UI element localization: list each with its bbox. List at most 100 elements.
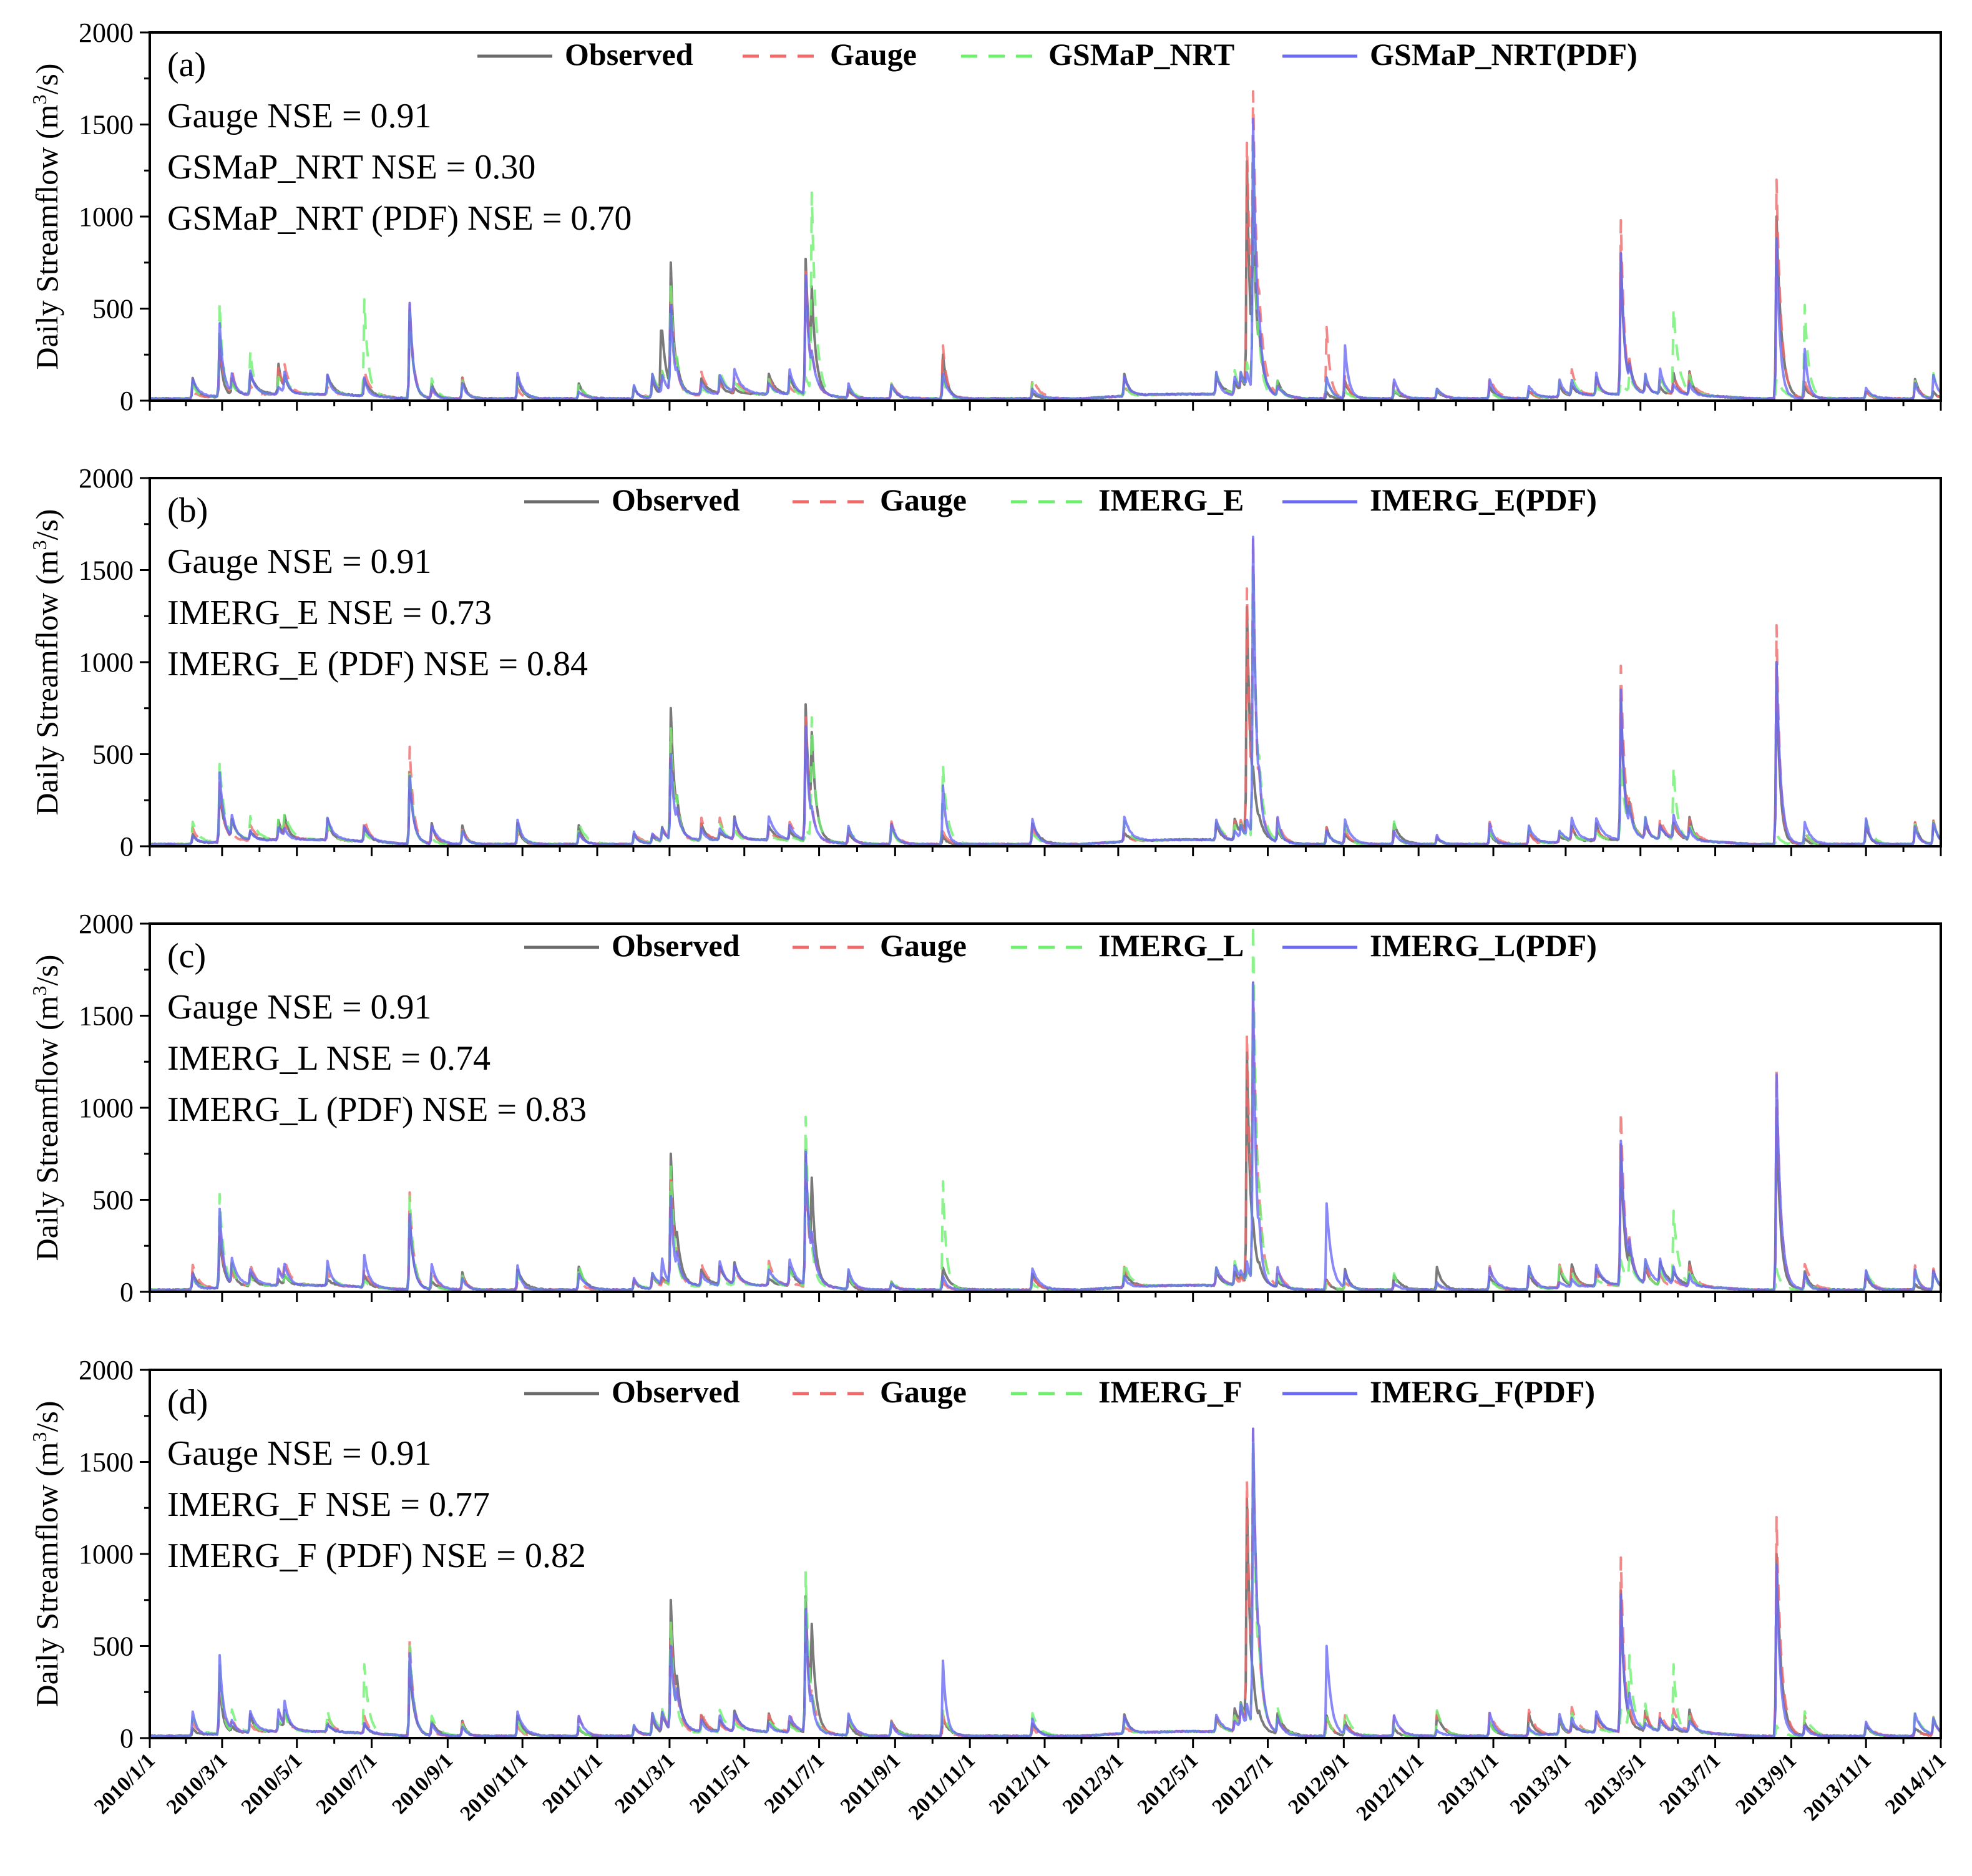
y-tick-label: 1500 (79, 110, 134, 140)
y-tick-label: 1000 (79, 1539, 134, 1570)
legend-entry-label: Gauge (880, 928, 967, 963)
y-tick-label: 500 (92, 294, 134, 325)
nse-annotation: Gauge NSE = 0.91 (167, 542, 432, 581)
x-tick-label: 2010/3/1 (162, 1749, 232, 1819)
legend-entry-label: Observed (612, 928, 740, 963)
series-group (150, 90, 1941, 401)
x-tick-label: 2013/7/1 (1656, 1749, 1726, 1819)
panel-c: 0 500 1000 1500 2000 Daily Streamflow (m3/s) (… (28, 909, 1942, 1307)
y-tick-label: 0 (120, 386, 134, 416)
panel-label: (c) (167, 937, 206, 975)
y-axis-title: Daily Streamflow (m3/s) (28, 1401, 64, 1707)
legend-entry-label: IMERG_F(PDF) (1370, 1374, 1595, 1409)
x-tick-label: 2011/11/1 (904, 1749, 980, 1824)
legend-entry-label: Observed (565, 37, 693, 72)
x-tick-label: 2013/1/1 (1433, 1749, 1503, 1819)
legend: Observed Gauge IMERG_L IMERG_L(PDF) (524, 928, 1597, 963)
nse-annotation: IMERG_L NSE = 0.74 (167, 1039, 491, 1078)
nse-annotation: IMERG_F (PDF) NSE = 0.82 (167, 1536, 586, 1575)
x-tick-label: 2012/9/1 (1284, 1749, 1354, 1819)
nse-annotation: IMERG_F NSE = 0.77 (167, 1485, 490, 1524)
x-tick-label: 2010/9/1 (388, 1749, 457, 1819)
x-tick-label: 2010/11/1 (456, 1749, 532, 1825)
panel-a: 0 500 1000 1500 2000 Daily Streamflow (m3/s) (… (28, 17, 1942, 416)
legend: Observed Gauge IMERG_F IMERG_F(PDF) (524, 1374, 1595, 1409)
series-line-observed (150, 160, 1941, 401)
y-tick-label: 2000 (79, 1355, 134, 1385)
legend-entry-label: IMERG_L (1098, 928, 1244, 963)
x-tick-label: 2013/11/1 (1799, 1749, 1875, 1825)
y-tick-label: 0 (120, 1723, 134, 1754)
x-tick-label: 2010/1/1 (90, 1749, 160, 1819)
x-tick-label: 2012/5/1 (1133, 1749, 1203, 1819)
legend-entry-label: IMERG_E(PDF) (1370, 482, 1597, 517)
x-tick-label: 2012/3/1 (1058, 1749, 1128, 1819)
panel-label: (b) (167, 491, 208, 530)
y-tick-label: 1000 (79, 647, 134, 678)
series-group (150, 924, 1941, 1292)
x-tick-label: 2011/9/1 (836, 1749, 905, 1817)
nse-annotation: IMERG_E (PDF) NSE = 0.84 (167, 645, 588, 683)
legend-entry-label: Gauge (830, 37, 917, 72)
x-tick-label: 2013/3/1 (1506, 1749, 1576, 1819)
y-tick-label: 2000 (79, 909, 134, 939)
nse-annotation: IMERG_E NSE = 0.73 (167, 594, 492, 632)
series-group (150, 1427, 1941, 1738)
x-tick-label: 2011/7/1 (760, 1749, 829, 1817)
y-tick-label: 1000 (79, 1093, 134, 1123)
legend: Observed Gauge IMERG_E IMERG_E(PDF) (524, 482, 1597, 517)
legend-entry-label: IMERG_F (1098, 1374, 1242, 1409)
x-tick-label: 2014/1/1 (1881, 1749, 1951, 1819)
y-axis-title: Daily Streamflow (m3/s) (28, 955, 64, 1261)
nse-annotation: IMERG_L (PDF) NSE = 0.83 (167, 1090, 587, 1129)
x-tick-label: 2012/1/1 (985, 1749, 1055, 1819)
panel-label: (d) (167, 1383, 208, 1422)
nse-annotation: Gauge NSE = 0.91 (167, 97, 432, 135)
series-line-gsmap-nrt-pdf- (150, 117, 1941, 401)
y-tick-label: 500 (92, 1631, 134, 1662)
y-tick-label: 1500 (79, 1001, 134, 1032)
x-tick-label: 2010/5/1 (237, 1749, 307, 1819)
x-tick-label: 2010/7/1 (312, 1749, 382, 1819)
series-line-imerg-f-pdf- (150, 1427, 1941, 1738)
y-tick-label: 2000 (79, 463, 134, 494)
x-tick-label: 2013/5/1 (1581, 1749, 1651, 1819)
x-tick-label: 2011/3/1 (610, 1749, 679, 1817)
y-tick-label: 0 (120, 831, 134, 862)
x-axis-labels: 2010/1/1 2010/3/1 2010/5/1 2010/7/1 2010/9/1… (90, 1749, 1951, 1825)
x-tick-label: 2012/7/1 (1208, 1749, 1278, 1819)
legend-entry-label: Gauge (880, 482, 967, 517)
series-line-observed (150, 1051, 1941, 1292)
x-tick-label: 2013/9/1 (1731, 1749, 1801, 1819)
legend-entry-label: Observed (612, 482, 740, 517)
panel-b: 0 500 1000 1500 2000 Daily Streamflow (m3/s) (… (28, 463, 1942, 862)
series-line-imerg-e-pdf- (150, 535, 1941, 846)
y-tick-label: 0 (120, 1277, 134, 1307)
legend: Observed Gauge GSMaP_NRT GSMaP_NRT(PDF) (477, 37, 1638, 72)
legend-entry-label: IMERG_L(PDF) (1370, 928, 1597, 963)
nse-annotation: GSMaP_NRT NSE = 0.30 (167, 148, 535, 187)
nse-annotation: Gauge NSE = 0.91 (167, 988, 432, 1027)
nse-annotation: GSMaP_NRT (PDF) NSE = 0.70 (167, 199, 632, 238)
y-tick-label: 500 (92, 740, 134, 770)
legend-entry-label: Observed (612, 1374, 740, 1409)
y-tick-label: 500 (92, 1185, 134, 1216)
nse-annotation: Gauge NSE = 0.91 (167, 1434, 432, 1473)
x-tick-label: 2011/5/1 (685, 1749, 754, 1817)
panel-label: (a) (167, 46, 206, 84)
panel-d: 0 500 1000 1500 2000 Daily Streamflow (m3/s) (… (28, 1355, 1942, 1754)
legend-entry-label: Gauge (880, 1374, 967, 1409)
series-group (150, 535, 1941, 846)
y-tick-label: 1500 (79, 1447, 134, 1478)
legend-entry-label: GSMaP_NRT(PDF) (1370, 37, 1638, 72)
y-tick-label: 2000 (79, 17, 134, 48)
x-tick-label: 2011/1/1 (538, 1749, 607, 1817)
legend-entry-label: GSMaP_NRT (1048, 37, 1234, 72)
series-line-imerg-l-pdf- (150, 981, 1941, 1292)
y-tick-label: 1500 (79, 555, 134, 586)
y-axis-title: Daily Streamflow (m3/s) (28, 64, 64, 370)
x-tick-label: 2012/11/1 (1352, 1749, 1428, 1825)
legend-entry-label: IMERG_E (1098, 482, 1244, 517)
y-axis-title: Daily Streamflow (m3/s) (28, 509, 64, 816)
